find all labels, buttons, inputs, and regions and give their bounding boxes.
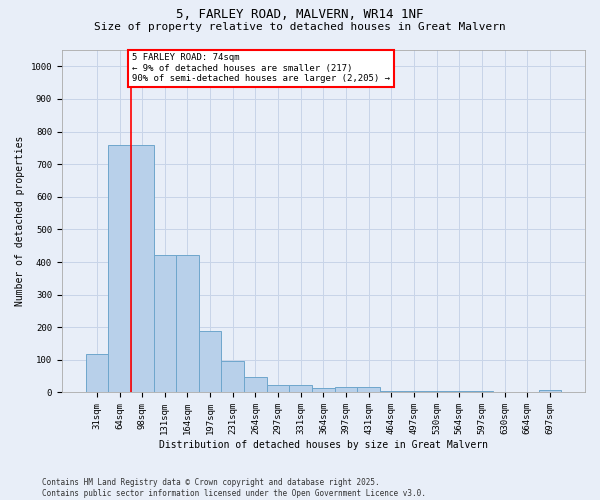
Bar: [154, 256, 176, 392]
X-axis label: Distribution of detached houses by size in Great Malvern: Distribution of detached houses by size …: [159, 440, 488, 450]
Bar: [267, 386, 289, 392]
Bar: [131, 144, 154, 392]
Bar: [539, 390, 561, 392]
Bar: [108, 144, 131, 392]
Bar: [221, 360, 244, 392]
Bar: [358, 386, 380, 392]
Y-axis label: Number of detached properties: Number of detached properties: [15, 136, 25, 306]
Bar: [380, 390, 403, 392]
Bar: [176, 256, 199, 392]
Text: 5, FARLEY ROAD, MALVERN, WR14 1NF: 5, FARLEY ROAD, MALVERN, WR14 1NF: [176, 8, 424, 20]
Text: 5 FARLEY ROAD: 74sqm
← 9% of detached houses are smaller (217)
90% of semi-detac: 5 FARLEY ROAD: 74sqm ← 9% of detached ho…: [132, 54, 390, 83]
Text: Contains HM Land Registry data © Crown copyright and database right 2025.
Contai: Contains HM Land Registry data © Crown c…: [42, 478, 426, 498]
Bar: [199, 331, 221, 392]
Text: Size of property relative to detached houses in Great Malvern: Size of property relative to detached ho…: [94, 22, 506, 32]
Bar: [244, 377, 267, 392]
Bar: [312, 388, 335, 392]
Bar: [289, 386, 312, 392]
Bar: [335, 386, 358, 392]
Bar: [86, 354, 108, 393]
